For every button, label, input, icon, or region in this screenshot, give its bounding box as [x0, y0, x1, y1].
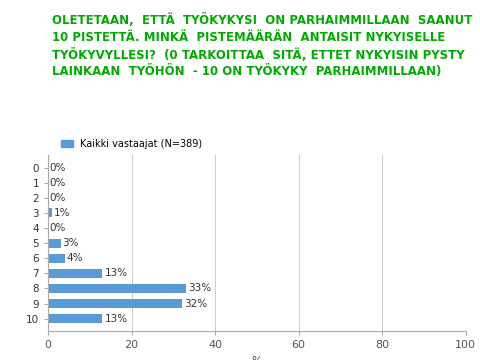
Text: 4%: 4% [67, 253, 84, 263]
Text: OLETETAAN,  ETTÄ  TYÖKYKYSI  ON PARHAIMMILLAAN  SAANUT
10 PISTETTÄ. MINKÄ  PISTE: OLETETAAN, ETTÄ TYÖKYKYSI ON PARHAIMMILL… [52, 13, 472, 78]
Bar [48, 239, 60, 248]
Text: 0%: 0% [49, 193, 66, 203]
Text: 0%: 0% [49, 223, 66, 233]
Bar [48, 284, 186, 293]
Text: 0%: 0% [49, 177, 66, 188]
Bar [48, 254, 65, 263]
Text: 33%: 33% [188, 283, 211, 293]
Text: 13%: 13% [104, 314, 128, 324]
Text: 0%: 0% [49, 162, 66, 172]
Bar [48, 269, 102, 278]
X-axis label: %: % [252, 356, 262, 360]
Bar [48, 299, 181, 308]
Text: 13%: 13% [104, 268, 128, 278]
Text: 32%: 32% [184, 298, 207, 309]
Bar [48, 314, 102, 323]
Bar [48, 208, 52, 217]
Legend: Kaikki vastaajat (N=389): Kaikki vastaajat (N=389) [57, 135, 206, 153]
Text: 3%: 3% [62, 238, 79, 248]
Text: 1%: 1% [54, 208, 71, 218]
